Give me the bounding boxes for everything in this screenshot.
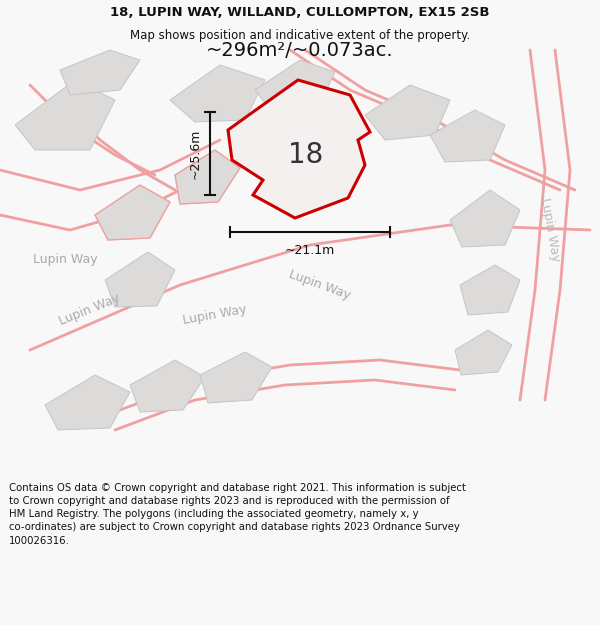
Text: Lupin Way: Lupin Way [287,268,353,302]
Text: Lupin Way: Lupin Way [538,197,562,263]
Polygon shape [175,150,240,204]
Polygon shape [460,265,520,315]
Polygon shape [130,360,205,412]
Polygon shape [228,80,370,218]
Polygon shape [200,352,272,403]
Text: Map shows position and indicative extent of the property.: Map shows position and indicative extent… [130,29,470,42]
Polygon shape [255,60,335,112]
Text: Lupin Way: Lupin Way [182,303,248,327]
Text: ~296m²/~0.073ac.: ~296m²/~0.073ac. [206,41,394,60]
Polygon shape [60,50,140,95]
Polygon shape [170,65,265,122]
Polygon shape [175,150,240,204]
Polygon shape [450,190,520,247]
Polygon shape [430,110,505,162]
Text: ~25.6m: ~25.6m [188,128,202,179]
Text: Contains OS data © Crown copyright and database right 2021. This information is : Contains OS data © Crown copyright and d… [9,483,466,546]
Polygon shape [365,85,450,140]
Polygon shape [95,185,170,240]
Polygon shape [45,375,130,430]
Polygon shape [15,80,115,150]
Polygon shape [95,185,170,240]
Text: Lupin Way: Lupin Way [32,254,97,266]
Polygon shape [105,252,175,307]
Polygon shape [455,330,512,375]
Text: 18: 18 [289,141,324,169]
Text: ~21.1m: ~21.1m [285,244,335,257]
Text: Lupin Way: Lupin Way [58,292,122,328]
Text: 18, LUPIN WAY, WILLAND, CULLOMPTON, EX15 2SB: 18, LUPIN WAY, WILLAND, CULLOMPTON, EX15… [110,6,490,19]
